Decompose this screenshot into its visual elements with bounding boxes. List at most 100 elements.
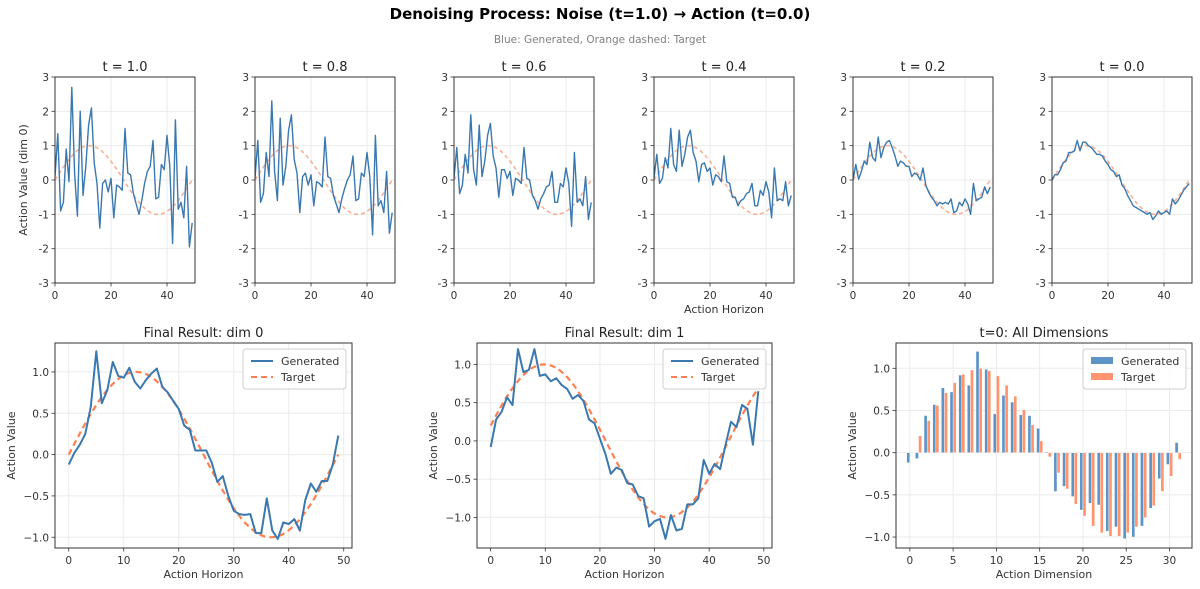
x-tick-label: 25 (1120, 555, 1133, 567)
bar-target (1126, 452, 1130, 534)
bar-generated (984, 368, 988, 453)
x-tick-label: 20 (1101, 290, 1114, 302)
bar-generated (1096, 452, 1101, 506)
y-tick-label: 0.0 (454, 436, 471, 448)
y-tick-label: -1 (239, 209, 249, 221)
x-tick-label: 20 (902, 290, 915, 302)
bar-target (1169, 452, 1173, 477)
y-tick-label: −0.5 (446, 474, 472, 486)
x-tick-label: 30 (227, 555, 240, 567)
bar-generated (949, 391, 954, 453)
y-tick-label: 0 (840, 175, 847, 187)
bar-generated (932, 404, 937, 453)
bar-generated (1131, 452, 1136, 538)
x-tick-label: 10 (990, 555, 1003, 567)
bar-generated (1148, 452, 1153, 509)
y-tick-label: 1 (42, 141, 49, 153)
legend: Generated Target (662, 348, 767, 390)
y-tick-label: -2 (837, 244, 847, 256)
y-tick-label: 1 (840, 141, 847, 153)
y-tick-label: −1.0 (24, 532, 50, 544)
y-tick-label: -2 (438, 244, 448, 256)
subplot-title: t = 0.0 (1100, 60, 1145, 75)
bar-generated (1027, 415, 1032, 453)
bar-target (952, 382, 957, 453)
x-tick-label: 0 (451, 290, 458, 302)
bar-generated (1062, 452, 1066, 487)
bar-target (1100, 452, 1104, 534)
y-tick-label: −0.5 (24, 491, 50, 503)
x-tick-label: 0 (65, 555, 72, 567)
y-tick-label: 2 (42, 106, 49, 118)
x-tick-label: 30 (648, 555, 661, 567)
y-tick-label: 3 (441, 72, 448, 84)
bar-generated (1045, 451, 1049, 453)
legend-label-generated: Generated (1121, 355, 1179, 368)
y-tick-label: 2 (441, 106, 448, 118)
y-tick-label: 3 (641, 72, 648, 84)
bar-target (1074, 452, 1078, 505)
subplot-title: t = 0.4 (702, 60, 747, 75)
x-axis-label: Action Horizon (163, 568, 243, 581)
y-tick-label: 0 (641, 175, 648, 187)
y-tick-label: 1.0 (32, 367, 49, 379)
bar-generated (923, 415, 928, 453)
y-tick-label: 0.5 (873, 405, 890, 417)
legend-label-generated: Generated (701, 355, 759, 368)
x-tick-label: 20 (703, 290, 716, 302)
target-line (853, 144, 991, 216)
x-tick-label: 20 (503, 290, 516, 302)
plot-area (853, 136, 991, 216)
plot-area (1052, 139, 1190, 221)
legend-label-target: Target (1120, 371, 1156, 384)
y-tick-label: 0 (1039, 175, 1046, 187)
generated-line (55, 86, 193, 248)
y-tick-label: -2 (39, 244, 49, 256)
y-tick-label: 2 (242, 106, 249, 118)
legend-swatch-generated (1091, 357, 1113, 364)
y-tick-label: -1 (1036, 209, 1046, 221)
subplot-title: t = 0.6 (502, 60, 547, 75)
x-tick-label: 15 (1033, 555, 1046, 567)
bar-target (935, 405, 940, 453)
subplot-title: t = 1.0 (103, 60, 148, 75)
generated-line (454, 114, 592, 228)
x-tick-label: 40 (1157, 290, 1170, 302)
figure-title: Denoising Process: Noise (t=1.0) → Actio… (390, 5, 811, 23)
bar-generated (1105, 452, 1110, 532)
y-tick-label: 3 (242, 72, 249, 84)
bar-target (1004, 384, 1009, 453)
x-tick-label: 0 (52, 290, 59, 302)
x-tick-label: 40 (958, 290, 971, 302)
subplot-4: -3 -2 -1 0 1 2 3 0 20 40 t = 0.2 (837, 60, 994, 302)
x-tick-label: 40 (759, 290, 772, 302)
x-tick-label: 0 (487, 555, 494, 567)
bar-target (1013, 395, 1018, 453)
bar-target (1091, 452, 1095, 527)
bar-generated (1157, 452, 1162, 480)
y-tick-label: 0 (242, 175, 249, 187)
bar-generated (1079, 452, 1084, 511)
bar-target (1151, 452, 1156, 507)
y-tick-label: 2 (840, 106, 847, 118)
y-tick-label: -3 (1036, 278, 1046, 290)
bar-generated (1010, 401, 1014, 453)
bar-generated (1019, 414, 1023, 453)
subplot-title: t = 0.8 (303, 60, 348, 75)
x-tick-label: 10 (539, 555, 552, 567)
subplot-8: −1.0 −0.5 0.0 0.5 1.0 0 5 10 15 20 25 30 t=0: All Di… (846, 326, 1193, 581)
x-tick-label: 40 (702, 555, 715, 567)
legend-box (662, 348, 767, 390)
y-tick-label: 0 (441, 175, 448, 187)
generated-line (489, 348, 760, 540)
generated-line (67, 350, 340, 540)
plot-area (454, 114, 592, 228)
bar-generated (1140, 452, 1144, 527)
bar-target (918, 435, 922, 453)
y-tick-label: -3 (638, 278, 648, 290)
plot-area (654, 127, 792, 219)
y-tick-label: 1 (1039, 141, 1046, 153)
bar-target (1177, 452, 1182, 460)
y-axis-label: Action Value (846, 411, 859, 479)
